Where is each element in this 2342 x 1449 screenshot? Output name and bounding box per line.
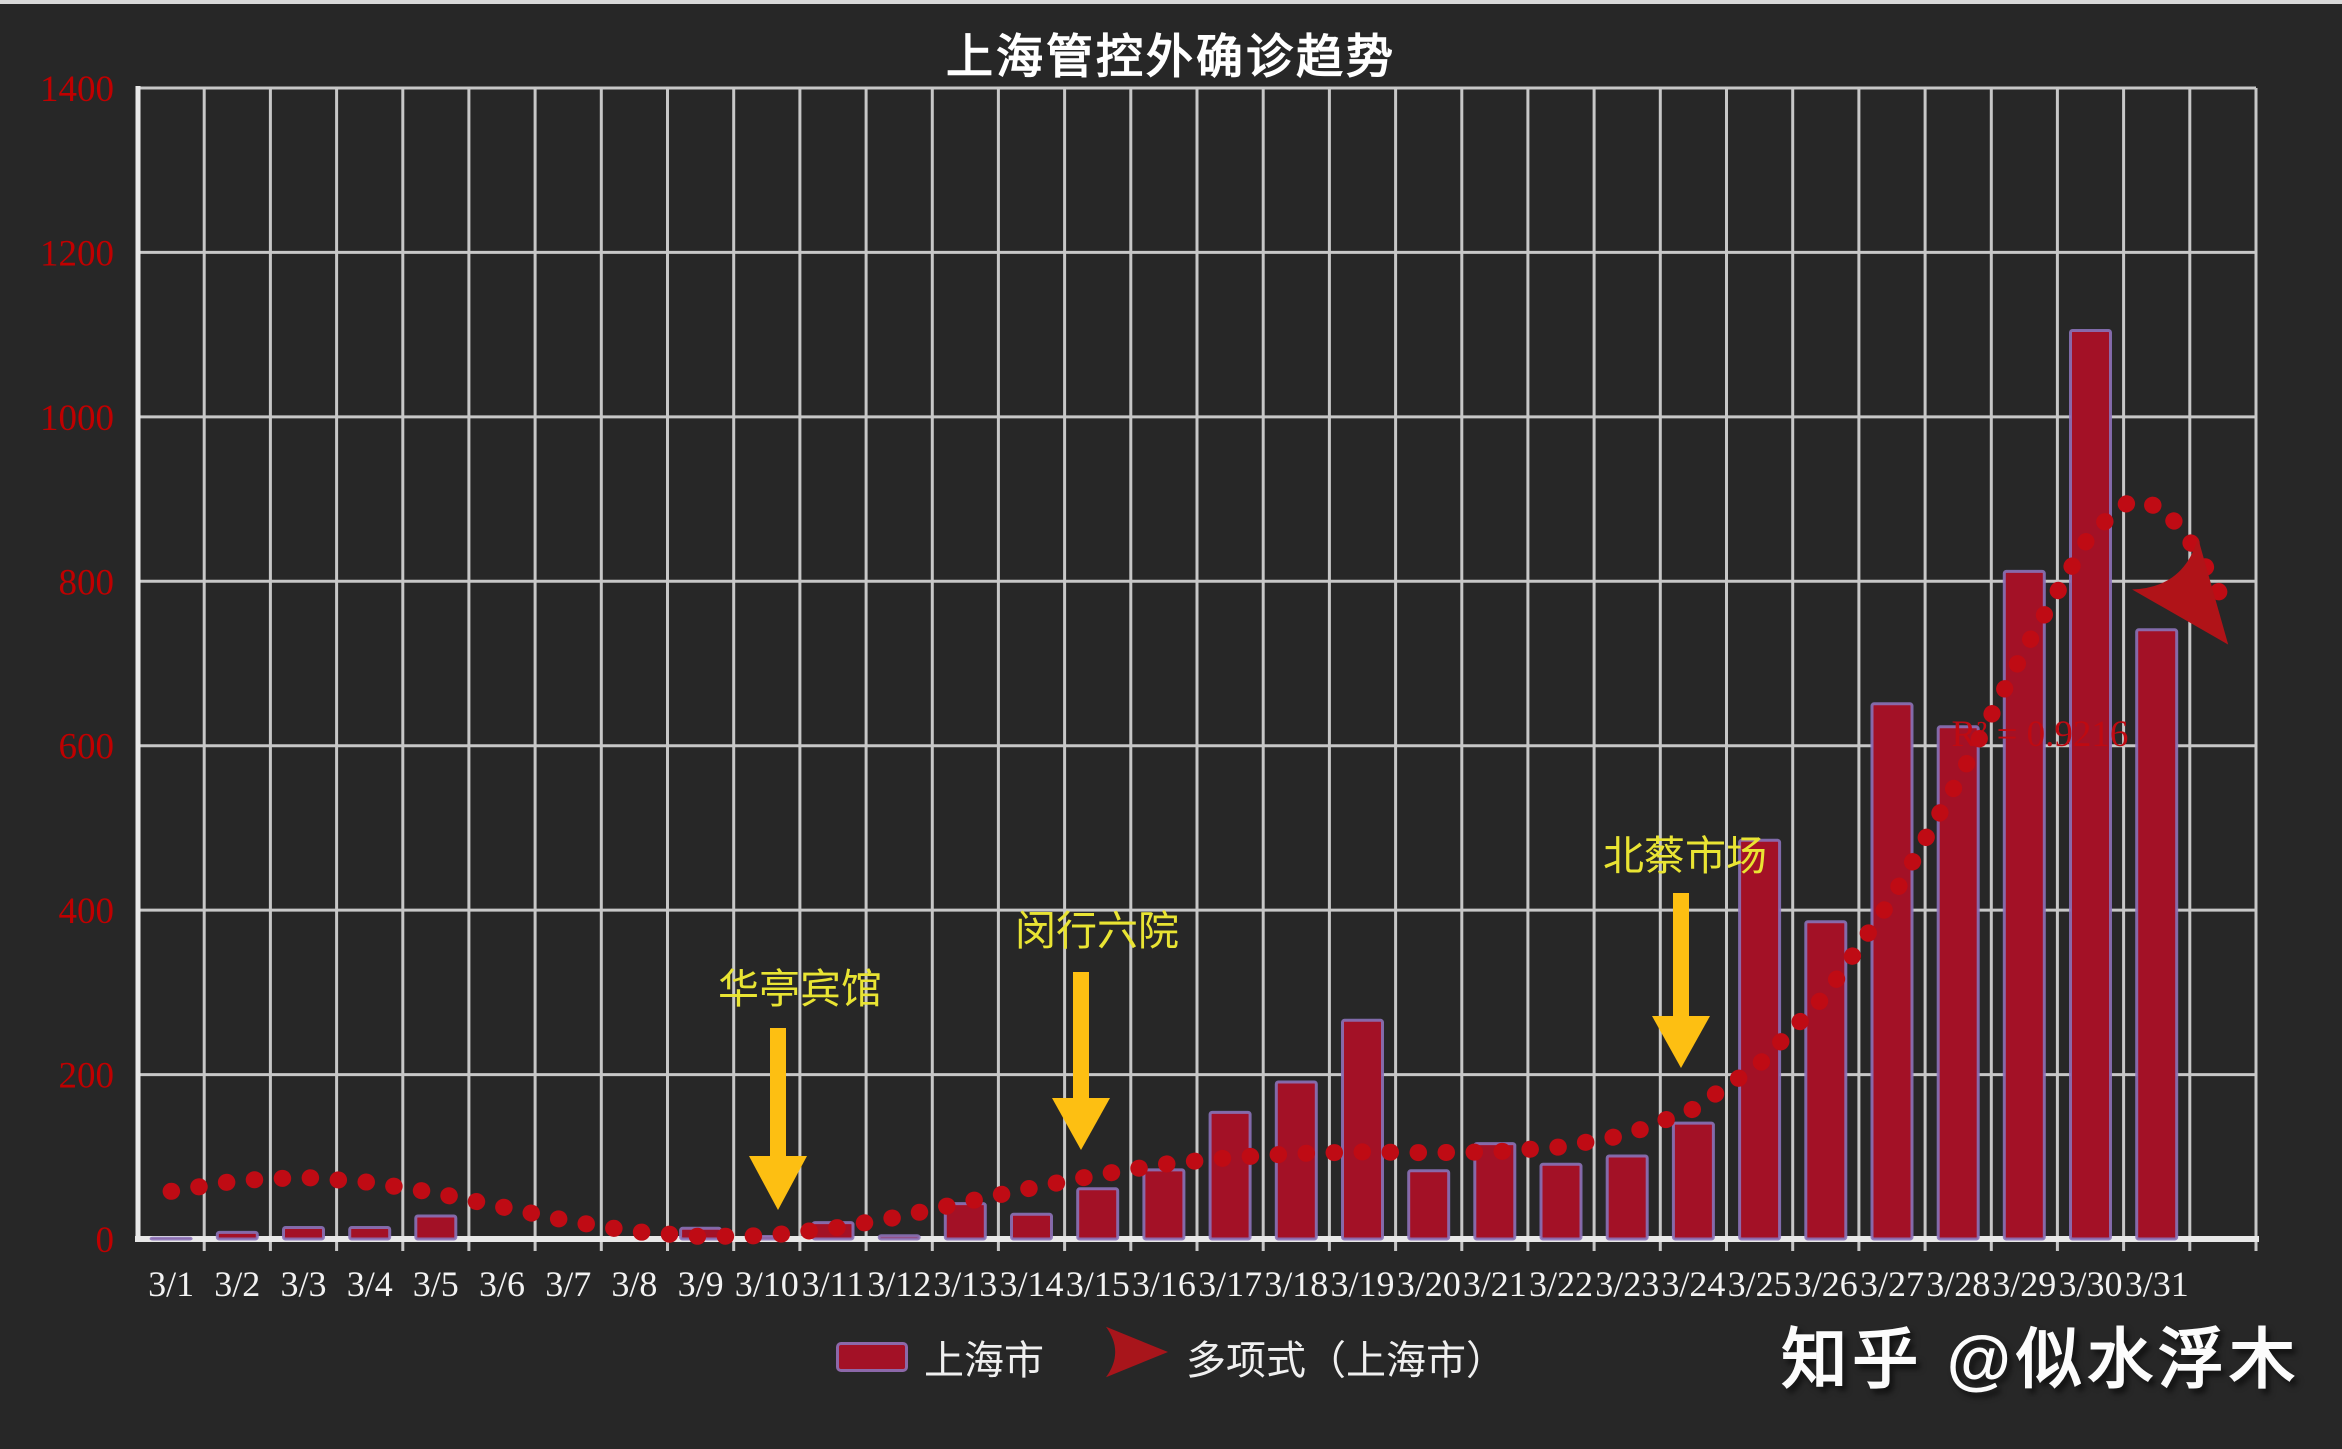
annotation-arrow-shaft-2 (1673, 893, 1689, 1018)
y-tick-label-1400: 1400 (40, 69, 114, 110)
bar-3/17 (1208, 1110, 1252, 1241)
x-tick-label-3/21: 3/21 (1463, 1264, 1527, 1304)
bar-3/31 (2135, 628, 2179, 1241)
trendline-arrow-icon (1106, 1326, 1168, 1388)
bar-3/29 (2002, 569, 2046, 1241)
bar-3/21 (1473, 1142, 1517, 1241)
bar-3/14 (1010, 1212, 1053, 1241)
bar-3/26 (1804, 920, 1848, 1241)
annotation-label-0: 华亭宾馆 (718, 966, 882, 1012)
annotation-arrow-head-icon-2 (1652, 1016, 1710, 1068)
legend-series-label: 上海市 (924, 1338, 1044, 1383)
x-tick-label-3/31: 3/31 (2125, 1264, 2189, 1304)
trendline-dotted-curve (162, 491, 2232, 1246)
y-tick-label-200: 200 (59, 1056, 115, 1097)
x-tick-label-3/25: 3/25 (1728, 1264, 1792, 1304)
bar-3/28 (1936, 725, 1980, 1241)
x-tick-label-3/12: 3/12 (867, 1264, 931, 1304)
annotation-label-1: 闵行六院 (1015, 908, 1179, 954)
x-tick-label-3/10: 3/10 (735, 1264, 799, 1304)
x-tick-label-3/4: 3/4 (347, 1264, 393, 1304)
x-tick-label-3/22: 3/22 (1529, 1264, 1593, 1304)
bar-3/19 (1341, 1018, 1384, 1241)
chart-legend: 上海市 多项式（上海市） (0, 1326, 2342, 1388)
watermark: 知乎 @似水浮木 (1781, 1322, 2300, 1396)
y-tick-label-400: 400 (59, 891, 115, 932)
x-tick-label-3/9: 3/9 (678, 1264, 724, 1304)
top-edge-strip (0, 0, 2342, 4)
x-tick-label-3/1: 3/1 (148, 1264, 194, 1304)
x-tick-label-3/24: 3/24 (1661, 1264, 1725, 1304)
chart-title: 上海管控外确诊趋势 (946, 30, 1396, 83)
bar-3/4 (348, 1226, 392, 1241)
x-tick-label-3/27: 3/27 (1860, 1264, 1924, 1304)
bar-3/24 (1671, 1121, 1715, 1241)
x-tick-label-3/2: 3/2 (214, 1264, 260, 1304)
x-tick-label-3/5: 3/5 (413, 1264, 459, 1304)
bar-3/13 (943, 1202, 987, 1241)
x-tick-label-3/16: 3/16 (1132, 1264, 1196, 1304)
x-tick-label-3/7: 3/7 (545, 1264, 591, 1304)
y-tick-label-600: 600 (59, 727, 115, 768)
x-tick-label-3/14: 3/14 (999, 1264, 1063, 1304)
x-tick-label-3/30: 3/30 (2058, 1264, 2122, 1304)
y-tick-label-0: 0 (96, 1220, 115, 1261)
x-tick-label-3/6: 3/6 (479, 1264, 525, 1304)
x-tick-label-3/13: 3/13 (933, 1264, 997, 1304)
legend-trend-label: 多项式（上海市） (1186, 1338, 1506, 1383)
bar-3/22 (1539, 1162, 1583, 1241)
bar-3/30 (2069, 329, 2112, 1241)
bar-3/20 (1407, 1169, 1451, 1241)
bar-3/15 (1076, 1187, 1120, 1241)
x-tick-label-3/23: 3/23 (1595, 1264, 1659, 1304)
bar-3/23 (1605, 1154, 1649, 1241)
bar-3/12 (877, 1234, 921, 1241)
x-tick-label-3/15: 3/15 (1066, 1264, 1130, 1304)
x-tick-label-3/28: 3/28 (1926, 1264, 1990, 1304)
x-tick-label-3/19: 3/19 (1330, 1264, 1394, 1304)
y-tick-label-800: 800 (59, 562, 115, 603)
x-tick-label-3/8: 3/8 (611, 1264, 657, 1304)
annotation-arrow-head-icon-1 (1052, 1098, 1110, 1150)
x-tick-label-3/11: 3/11 (802, 1264, 865, 1304)
bar-3/2 (215, 1230, 259, 1241)
y-tick-label-1000: 1000 (40, 398, 114, 439)
bar-3/5 (414, 1214, 458, 1241)
x-tick-label-3/17: 3/17 (1198, 1264, 1262, 1304)
x-tick-label-3/18: 3/18 (1264, 1264, 1328, 1304)
x-tick-label-3/20: 3/20 (1397, 1264, 1461, 1304)
annotation-arrow-head-icon-0 (749, 1156, 807, 1210)
annotation-arrow-shaft-0 (770, 1028, 786, 1158)
y-tick-label-1200: 1200 (40, 233, 114, 274)
trendline-end-arrow-icon (2132, 538, 2229, 645)
x-tick-label-3/29: 3/29 (1992, 1264, 2056, 1304)
bar-3/1 (149, 1236, 193, 1241)
x-tick-label-3/3: 3/3 (280, 1264, 326, 1304)
x-tick-label-3/26: 3/26 (1794, 1264, 1858, 1304)
bar-3/16 (1142, 1168, 1186, 1241)
bar-3/3 (282, 1226, 325, 1241)
bar-3/27 (1870, 702, 1914, 1241)
annotation-label-2: 北蔡市场 (1603, 833, 1767, 879)
series-swatch-icon (836, 1342, 908, 1372)
annotation-arrow-shaft-1 (1073, 972, 1089, 1100)
